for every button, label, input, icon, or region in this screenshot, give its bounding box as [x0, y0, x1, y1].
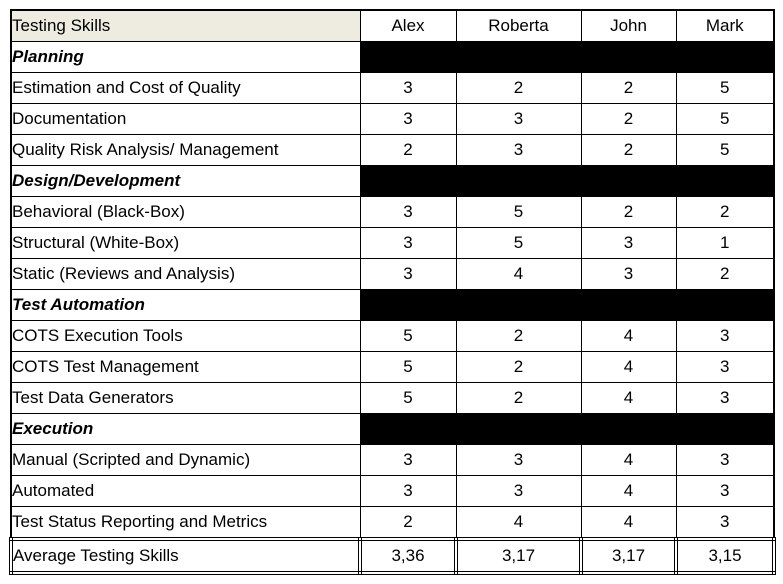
score-cell: 5	[675, 134, 775, 166]
section-row-design-development: Design/Development	[10, 165, 775, 197]
score-cell: 3	[675, 475, 775, 507]
average-value-cell: 3,15	[674, 537, 776, 575]
score-cell: 2	[455, 351, 582, 383]
table-row: Estimation and Cost of Quality 3 2 2 5	[10, 72, 775, 104]
score-cell: 3	[359, 196, 457, 228]
score-cell: 5	[455, 196, 582, 228]
section-row-test-automation: Test Automation	[10, 289, 775, 321]
score-cell: 3	[359, 444, 457, 476]
score-cell: 2	[580, 196, 677, 228]
skill-label-cell: Automated	[10, 475, 361, 507]
score-cell: 4	[580, 351, 677, 383]
average-label-cell: Average Testing Skills	[9, 537, 362, 575]
table-row: COTS Test Management 5 2 4 3	[10, 351, 775, 383]
score-cell: 5	[359, 320, 457, 352]
section-black-band	[359, 413, 775, 445]
score-cell: 3	[455, 103, 582, 135]
score-cell: 1	[675, 227, 775, 259]
score-cell: 4	[580, 320, 677, 352]
section-label: Test Automation	[10, 289, 361, 321]
score-cell: 2	[580, 72, 677, 104]
table-header-person-mark: Mark	[675, 9, 775, 42]
score-cell: 4	[455, 258, 582, 290]
score-cell: 3	[675, 506, 775, 540]
skill-label-cell: Documentation	[10, 103, 361, 135]
score-cell: 2	[675, 258, 775, 290]
score-cell: 3	[359, 227, 457, 259]
score-cell: 2	[580, 103, 677, 135]
skill-label-cell: Manual (Scripted and Dynamic)	[10, 444, 361, 476]
header-row: Testing Skills Alex Roberta John Mark	[10, 9, 775, 42]
section-row-planning: Planning	[10, 41, 775, 73]
score-cell: 3	[359, 72, 457, 104]
score-cell: 2	[359, 134, 457, 166]
score-cell: 4	[580, 475, 677, 507]
table-row: Quality Risk Analysis/ Management 2 3 2 …	[10, 134, 775, 166]
average-row: Average Testing Skills 3,36 3,17 3,17 3,…	[9, 537, 776, 575]
score-cell: 3	[455, 134, 582, 166]
skill-label-cell: Quality Risk Analysis/ Management	[10, 134, 361, 166]
table-row: Test Status Reporting and Metrics 2 4 4 …	[10, 506, 775, 540]
skill-label-cell: COTS Test Management	[10, 351, 361, 383]
score-cell: 4	[580, 382, 677, 414]
skill-label-cell: Test Data Generators	[10, 382, 361, 414]
section-label: Design/Development	[10, 165, 361, 197]
score-cell: 3	[675, 351, 775, 383]
table-header-person-john: John	[580, 9, 677, 42]
table-row: Test Data Generators 5 2 4 3	[10, 382, 775, 414]
score-cell: 2	[455, 320, 582, 352]
average-value-cell: 3,17	[579, 537, 678, 575]
score-cell: 3	[359, 475, 457, 507]
table-header-person-roberta: Roberta	[455, 9, 582, 42]
score-cell: 5	[675, 72, 775, 104]
score-cell: 4	[455, 506, 582, 540]
score-cell: 3	[675, 382, 775, 414]
score-cell: 3	[580, 227, 677, 259]
table-row: COTS Execution Tools 5 2 4 3	[10, 320, 775, 352]
table-header-person-alex: Alex	[359, 9, 457, 42]
score-cell: 3	[675, 444, 775, 476]
score-cell: 3	[359, 258, 457, 290]
skill-label-cell: Structural (White-Box)	[10, 227, 361, 259]
score-cell: 2	[455, 382, 582, 414]
table-row: Documentation 3 3 2 5	[10, 103, 775, 135]
table-row: Static (Reviews and Analysis) 3 4 3 2	[10, 258, 775, 290]
score-cell: 2	[455, 72, 582, 104]
score-cell: 2	[359, 506, 457, 540]
score-cell: 4	[580, 506, 677, 540]
score-cell: 3	[455, 444, 582, 476]
average-value-cell: 3,17	[454, 537, 583, 575]
skill-label-cell: Estimation and Cost of Quality	[10, 72, 361, 104]
score-cell: 3	[675, 320, 775, 352]
score-cell: 4	[580, 444, 677, 476]
skills-table: Testing Skills Alex Roberta John Mark Pl…	[9, 9, 776, 575]
score-cell: 3	[580, 258, 677, 290]
section-black-band	[359, 289, 775, 321]
table-row: Structural (White-Box) 3 5 3 1	[10, 227, 775, 259]
section-row-execution: Execution	[10, 413, 775, 445]
section-black-band	[359, 41, 775, 73]
skill-label-cell: COTS Execution Tools	[10, 320, 361, 352]
section-label: Planning	[10, 41, 361, 73]
score-cell: 3	[455, 475, 582, 507]
table-row: Behavioral (Black-Box) 3 5 2 2	[10, 196, 775, 228]
average-value-cell: 3,36	[358, 537, 458, 575]
skill-label-cell: Behavioral (Black-Box)	[10, 196, 361, 228]
skill-label-cell: Test Status Reporting and Metrics	[10, 506, 361, 540]
score-cell: 5	[359, 382, 457, 414]
score-cell: 2	[580, 134, 677, 166]
score-cell: 5	[675, 103, 775, 135]
section-label: Execution	[10, 413, 361, 445]
section-black-band	[359, 165, 775, 197]
table-row: Automated 3 3 4 3	[10, 475, 775, 507]
score-cell: 5	[359, 351, 457, 383]
score-cell: 2	[675, 196, 775, 228]
table-row: Manual (Scripted and Dynamic) 3 3 4 3	[10, 444, 775, 476]
table-header-skills: Testing Skills	[10, 9, 361, 42]
score-cell: 5	[455, 227, 582, 259]
score-cell: 3	[359, 103, 457, 135]
skill-label-cell: Static (Reviews and Analysis)	[10, 258, 361, 290]
